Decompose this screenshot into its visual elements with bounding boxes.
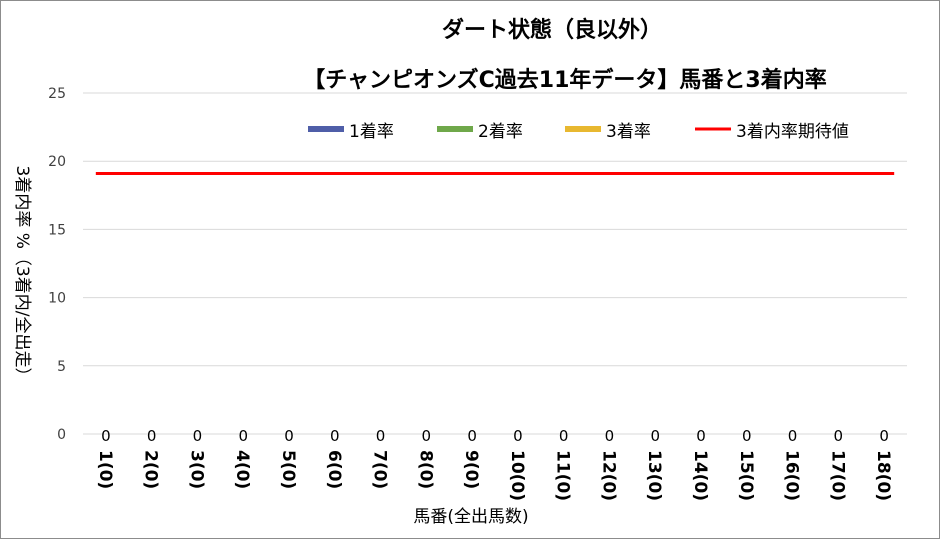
data-label: 0 [330, 427, 340, 445]
x-tick-label: 17(0) [827, 450, 847, 501]
data-label: 0 [513, 427, 523, 445]
legend-swatch [308, 126, 344, 132]
data-label: 0 [879, 427, 889, 445]
chart-subtitle: 【チャンピオンズC過去11年データ】馬番と3着内率 [303, 67, 826, 93]
data-label: 0 [742, 427, 752, 445]
x-tick-label: 3(0) [186, 450, 206, 489]
x-axis-ticks: 1(0) 2(0) 3(0) 4(0) 5(0) 6(0) 7(0) 8(0) 9(0) 10(0… [95, 450, 893, 501]
legend-swatch [437, 126, 473, 132]
x-tick-label: 6(0) [324, 450, 344, 489]
x-tick-label: 7(0) [370, 450, 390, 489]
legend: 1着率 2着率 3着率 3着内率期待値 [308, 122, 849, 142]
x-tick-label: 15(0) [736, 450, 756, 501]
data-label: 0 [284, 427, 294, 445]
legend-label: 3着内率期待値 [736, 122, 849, 142]
y-tick-label: 5 [57, 359, 66, 375]
data-label: 0 [467, 427, 477, 445]
data-label: 0 [696, 427, 706, 445]
x-tick-label: 12(0) [598, 450, 618, 501]
data-label: 0 [605, 427, 615, 445]
x-tick-label: 13(0) [644, 450, 664, 501]
y-axis-ticks: 0 5 10 15 20 25 [48, 86, 66, 443]
chart-title: ダート状態（良以外） [442, 17, 662, 43]
x-tick-label: 10(0) [507, 450, 527, 501]
x-tick-label: 9(0) [461, 450, 481, 489]
data-label: 0 [238, 427, 248, 445]
y-tick-label: 15 [48, 222, 66, 238]
legend-label: 1着率 [349, 122, 394, 142]
x-tick-label: 4(0) [232, 450, 252, 489]
data-label: 0 [834, 427, 844, 445]
data-label: 0 [376, 427, 386, 445]
x-axis-title: 馬番(全出馬数) [413, 507, 528, 527]
x-tick-label: 18(0) [873, 450, 893, 501]
x-tick-label: 11(0) [553, 450, 573, 501]
x-tick-label: 14(0) [690, 450, 710, 501]
data-label: 0 [193, 427, 203, 445]
data-label: 0 [422, 427, 432, 445]
gridlines [83, 92, 907, 435]
legend-swatch [565, 126, 601, 132]
data-labels: 0 0 0 0 0 0 0 0 0 0 0 0 0 0 0 0 0 0 [101, 427, 889, 445]
legend-label: 2着率 [478, 122, 523, 142]
x-tick-label: 16(0) [782, 450, 802, 501]
y-tick-label: 25 [48, 86, 66, 102]
x-tick-label: 8(0) [415, 450, 435, 489]
x-tick-label: 2(0) [141, 450, 161, 489]
data-label: 0 [101, 427, 111, 445]
y-tick-label: 0 [57, 427, 66, 443]
data-label: 0 [147, 427, 157, 445]
y-tick-label: 10 [48, 291, 66, 307]
x-tick-label: 1(0) [95, 450, 115, 489]
data-label: 0 [559, 427, 569, 445]
data-label: 0 [788, 427, 798, 445]
y-tick-label: 20 [48, 154, 66, 170]
x-tick-label: 5(0) [278, 450, 298, 489]
y-axis-title: 3着内率 %（3着内/全出走） [12, 166, 32, 385]
legend-label: 3着率 [606, 122, 651, 142]
data-label: 0 [650, 427, 660, 445]
